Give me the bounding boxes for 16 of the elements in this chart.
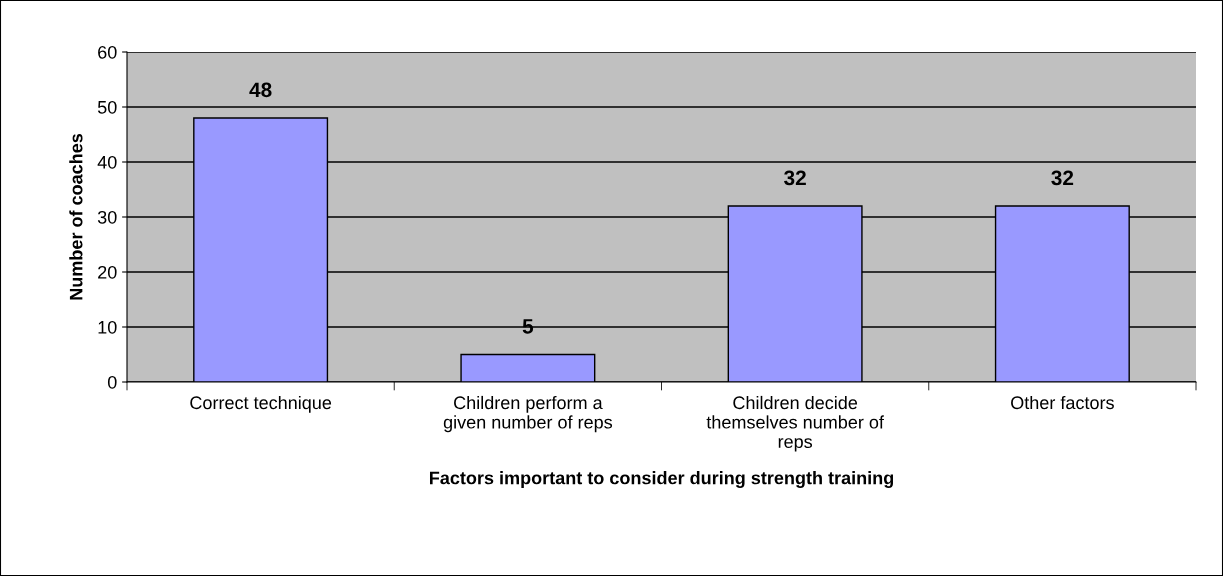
x-tick-label: Children perform a given number of reps — [443, 395, 613, 433]
y-tick-label: 30 — [97, 210, 117, 224]
y-tick-label: 60 — [98, 45, 117, 59]
x-axis-title: Factors important to consider during strength training — [430, 471, 894, 488]
data-label: 48 — [249, 82, 272, 98]
y-tick-label: 20 — [98, 265, 117, 279]
y-tick-label: 10 — [98, 320, 117, 334]
x-tick-label: Correct technique — [190, 395, 332, 413]
x-tick-label: Other factors — [1011, 395, 1114, 410]
data-label: 32 — [1051, 170, 1074, 186]
y-tick-label: 50 — [97, 100, 117, 114]
y-tick-label: 0 — [107, 375, 117, 389]
x-tick-label: Children decide themselves number of reps — [706, 395, 884, 452]
y-tick-label: 40 — [97, 155, 117, 169]
y-axis-title: Number of coaches — [69, 133, 83, 300]
data-label: 32 — [784, 170, 806, 186]
